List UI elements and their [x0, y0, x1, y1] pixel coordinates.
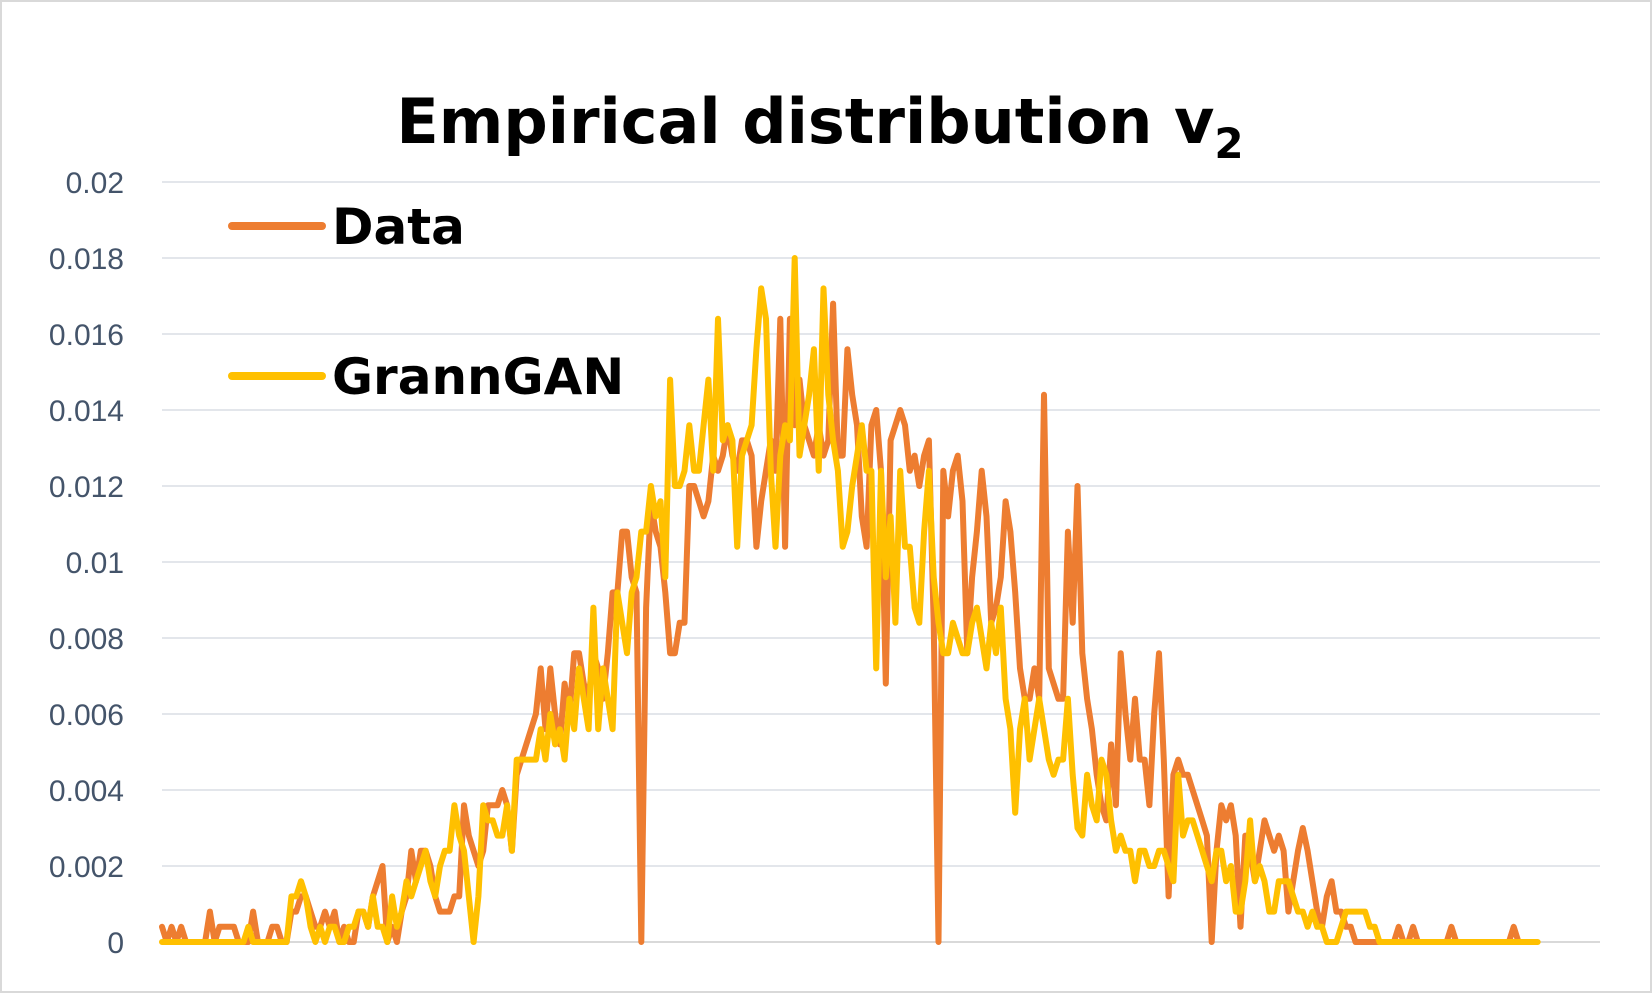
chart-title-main: Empirical distribution v	[396, 85, 1214, 158]
chart-title: Empirical distribution v2	[396, 85, 1243, 168]
y-tick-label: 0.018	[49, 243, 124, 276]
y-tick-label: 0.006	[49, 699, 124, 732]
y-tick-label: 0.002	[49, 851, 124, 884]
legend-label: Data	[332, 198, 465, 256]
legend: Data GrannGAN	[228, 198, 624, 406]
series-line-1	[159, 255, 1541, 945]
y-tick-label: 0.016	[49, 319, 124, 352]
legend-label: GrannGAN	[332, 348, 624, 406]
y-tick-label: 0.004	[49, 775, 124, 808]
y-tick-label: 0	[107, 927, 124, 960]
series-lines	[159, 255, 1541, 945]
y-axis-ticks: 0 0.002 0.004 0.006 0.008 0.01 0.012 0.014 0.016…	[49, 167, 124, 960]
y-tick-label: 0.008	[49, 623, 124, 656]
y-tick-label: 0.012	[49, 471, 124, 504]
chart-title-subscript: 2	[1214, 119, 1243, 168]
y-tick-label: 0.014	[49, 395, 124, 428]
y-tick-label: 0.02	[66, 167, 124, 200]
y-tick-label: 0.01	[66, 547, 124, 580]
